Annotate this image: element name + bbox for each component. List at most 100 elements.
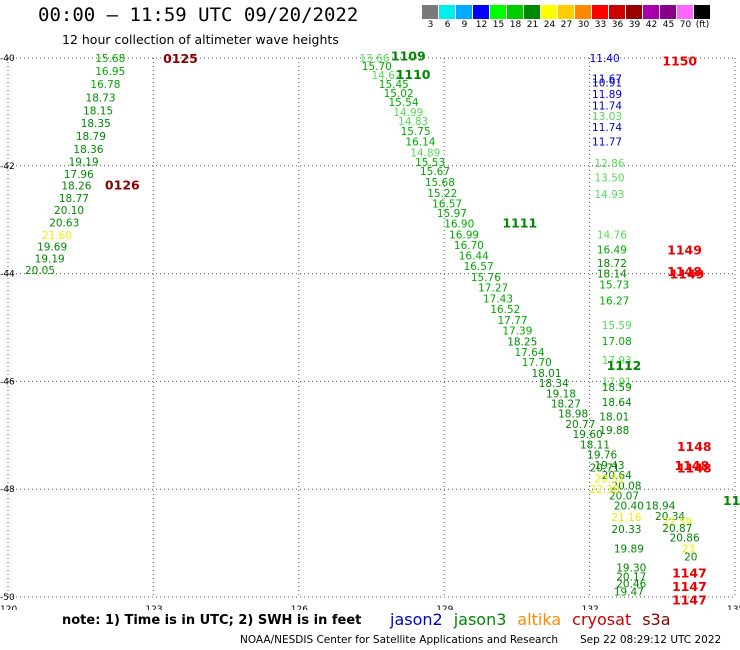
color-scale-label: 27 xyxy=(560,20,573,30)
swh-value: 16.14 xyxy=(405,137,435,149)
color-scale-label: (ft) xyxy=(695,20,710,30)
swh-value: 17.91 xyxy=(602,376,632,388)
color-swatch xyxy=(439,5,456,19)
color-swatch xyxy=(626,5,643,19)
swh-value: 14.89 xyxy=(410,147,440,159)
color-scale-label: 42 xyxy=(645,20,658,30)
swh-value: 20.05 xyxy=(25,265,55,277)
swh-value: 16.57 xyxy=(464,261,494,273)
satellite-legend: jason2 jason3 altika cryosat s3a xyxy=(390,610,682,629)
swh-value: 16.49 xyxy=(597,244,627,256)
swh-value: 10.91 xyxy=(592,77,622,89)
swh-value: 20.07 xyxy=(609,491,639,503)
swh-value: 14.99 xyxy=(393,107,423,119)
swh-value: 20.10 xyxy=(54,205,84,217)
swh-value: 16.27 xyxy=(599,296,629,308)
time-label: 1147 xyxy=(672,593,707,608)
swh-value: 15.70 xyxy=(362,61,392,73)
time-label: 0125 xyxy=(163,51,198,66)
x-tick-label: 126 xyxy=(291,605,308,610)
swh-value: 18.98 xyxy=(558,409,588,421)
color-swatch xyxy=(677,5,694,19)
swh-value: 18.01 xyxy=(531,368,561,380)
swh-value: 17.93 xyxy=(602,355,632,367)
color-scale-label: 30 xyxy=(577,20,590,30)
swh-value: 18.59 xyxy=(602,382,632,394)
swh-value: 18.79 xyxy=(76,131,106,143)
x-tick-label: 132 xyxy=(582,605,599,610)
color-scale-label: 12 xyxy=(475,20,488,30)
color-scale-label: 6 xyxy=(444,20,451,30)
color-swatch xyxy=(575,5,592,19)
y-tick-label: -48 xyxy=(0,485,15,495)
x-tick-label: 123 xyxy=(145,605,162,610)
credit-line: NOAA/NESDIS Center for Satellite Applica… xyxy=(240,634,558,646)
time-label: 1149 xyxy=(670,267,705,282)
swh-value: 13.03 xyxy=(592,111,622,123)
swh-value: 16.70 xyxy=(454,240,484,252)
color-swatch xyxy=(473,5,490,19)
satellite-label-jason3: jason3 xyxy=(453,610,507,629)
color-swatch xyxy=(541,5,558,19)
swh-value: 18.14 xyxy=(597,269,627,281)
satellite-label-altika: altika xyxy=(517,610,562,629)
swh-value: 21.60 xyxy=(42,230,72,242)
swh-value: 15.53 xyxy=(415,157,445,169)
swh-value: 18.11 xyxy=(580,439,610,451)
swh-value: 18.64 xyxy=(602,397,632,409)
swh-value: 15.75 xyxy=(401,126,431,138)
y-tick-label: -40 xyxy=(0,54,15,64)
swh-value: 15.73 xyxy=(599,279,629,291)
swh-value: 11.74 xyxy=(592,100,622,112)
time-label: 1149 xyxy=(667,242,702,257)
swh-value: 15.54 xyxy=(388,97,418,109)
swh-value: 20.71 xyxy=(590,463,620,475)
swh-value: 17.39 xyxy=(502,326,532,338)
swh-value: 19.30 xyxy=(616,562,646,574)
swh-value: 17.70 xyxy=(522,357,552,369)
swh-value: 19.18 xyxy=(546,388,576,400)
color-swatch xyxy=(490,5,507,19)
swh-value: 11.89 xyxy=(592,89,622,101)
y-tick-label: -44 xyxy=(0,270,15,280)
color-swatch xyxy=(643,5,660,19)
swh-value: 22.30 xyxy=(590,484,620,496)
swh-value: 18.34 xyxy=(539,378,569,390)
swh-value: 16.78 xyxy=(90,79,120,91)
swh-value: 18.01 xyxy=(599,411,629,423)
time-label: 1148 xyxy=(677,461,712,476)
swh-value: 18.25 xyxy=(507,337,537,349)
swh-value: 16.99 xyxy=(449,229,479,241)
swh-value: 20 xyxy=(684,552,697,564)
swh-value: 15.68 xyxy=(425,177,455,189)
swh-value: 19.19 xyxy=(69,156,99,168)
swh-value: 23 xyxy=(682,543,695,555)
swh-value: 14.76 xyxy=(597,229,627,241)
swh-value: 15.22 xyxy=(427,188,457,200)
color-swatch xyxy=(592,5,609,19)
color-scale-label: 3 xyxy=(427,20,434,30)
satellite-label-jason2: jason2 xyxy=(390,610,443,629)
swh-value: 20.86 xyxy=(670,533,700,545)
color-scale-label: 33 xyxy=(594,20,607,30)
swh-value: 20.46 xyxy=(616,579,646,591)
swh-value: 16.95 xyxy=(95,66,125,78)
swh-value: 11.77 xyxy=(592,137,622,149)
color-swatch xyxy=(507,5,524,19)
swh-value: 18.77 xyxy=(59,193,89,205)
x-tick-label: 135 xyxy=(727,605,740,610)
swh-value: 20.34 xyxy=(655,511,685,523)
swh-value: 12.86 xyxy=(594,158,624,170)
time-label: 1148 xyxy=(674,458,709,473)
time-label: 1109 xyxy=(391,48,426,63)
swh-value: 19.69 xyxy=(37,242,67,254)
swh-value: 11.67 xyxy=(592,73,622,85)
satellite-label-cryosat: cryosat xyxy=(572,610,632,629)
swh-value: 20.17 xyxy=(616,572,646,584)
color-scale-label: 45 xyxy=(662,20,675,30)
swh-value: 17.77 xyxy=(498,315,528,327)
color-swatch xyxy=(609,5,626,19)
swh-value: 13.50 xyxy=(594,173,624,185)
swh-value: 20.40 xyxy=(614,500,644,512)
swh-value: 17.64 xyxy=(514,347,544,359)
